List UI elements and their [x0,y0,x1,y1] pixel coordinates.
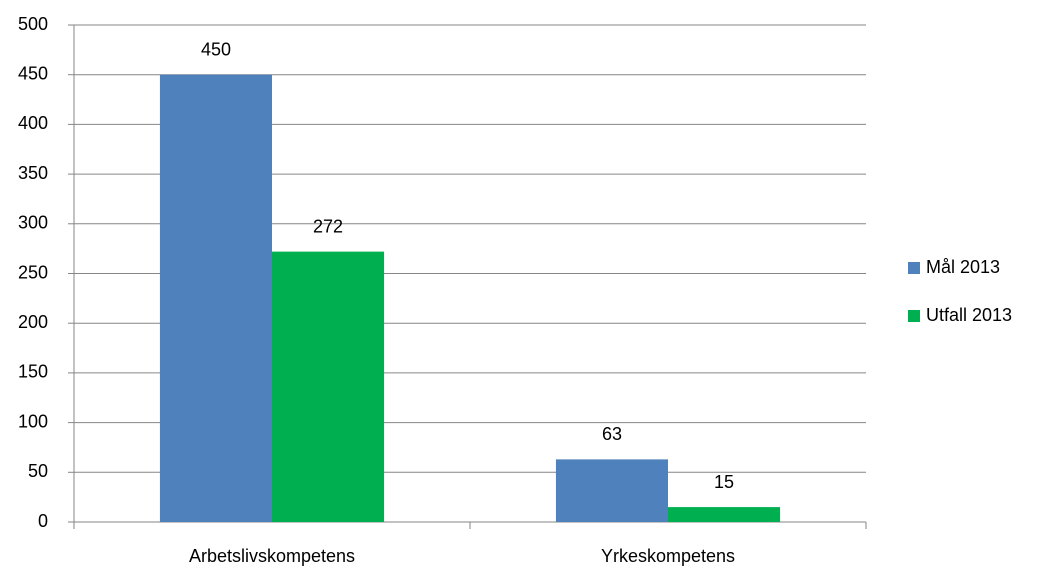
y-tick-label: 100 [18,411,48,431]
y-tick-label: 150 [18,362,48,382]
y-tick-label: 350 [18,163,48,183]
data-label: 450 [201,39,231,59]
bar [272,251,385,522]
y-tick-label: 400 [18,113,48,133]
legend-swatch [908,310,920,322]
x-tick-label: Yrkeskompetens [601,546,735,566]
bar [159,74,272,522]
y-tick-label: 300 [18,213,48,233]
legend-swatch [908,262,920,274]
x-tick-label: Arbetslivskompetens [189,546,355,566]
data-label: 63 [602,424,622,444]
bar [668,507,781,522]
y-tick-label: 200 [18,312,48,332]
y-tick-label: 0 [38,511,48,531]
legend-label: Mål 2013 [926,257,1000,277]
y-tick-label: 250 [18,262,48,282]
y-tick-label: 500 [18,14,48,34]
legend-label: Utfall 2013 [926,305,1012,325]
bar [555,459,668,522]
data-label: 15 [714,472,734,492]
y-tick-label: 450 [18,63,48,83]
y-tick-label: 50 [28,461,48,481]
data-label: 272 [313,216,343,236]
